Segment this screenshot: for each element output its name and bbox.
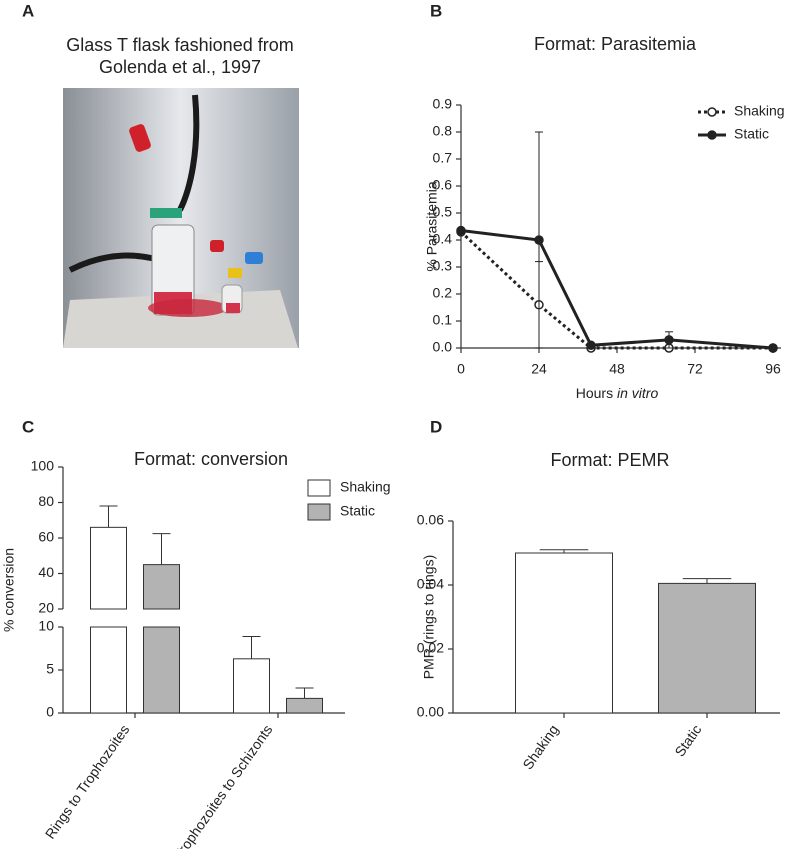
chart-title: Format: Parasitemia bbox=[534, 34, 697, 54]
y-tick-label: 0.7 bbox=[433, 150, 453, 166]
y-tick-label: 0.1 bbox=[433, 312, 453, 328]
photo-cap bbox=[245, 252, 263, 264]
legend-marker bbox=[707, 107, 717, 117]
y-tick-label: 0.6 bbox=[433, 177, 453, 193]
x-tick-label: 24 bbox=[531, 361, 547, 377]
y-tick-label: 80 bbox=[38, 493, 54, 509]
bar bbox=[233, 658, 270, 714]
x-tick-label: 96 bbox=[765, 361, 781, 377]
panel-label: A bbox=[22, 1, 34, 20]
x-tick-label: 48 bbox=[609, 361, 625, 377]
data-point bbox=[534, 235, 544, 245]
x-tick-label: 72 bbox=[687, 361, 703, 377]
y-tick-label: 0.9 bbox=[433, 96, 453, 112]
bar bbox=[143, 564, 180, 610]
series-line bbox=[460, 229, 774, 350]
y-axis-label: % Parasitemia bbox=[424, 181, 440, 271]
bar bbox=[143, 626, 180, 714]
x-axis-label-italic: in vitro bbox=[617, 385, 658, 401]
y-tick-label: 0.4 bbox=[433, 231, 453, 247]
legend-label: Static bbox=[340, 503, 375, 519]
x-tick-label: 0 bbox=[457, 361, 465, 377]
bar bbox=[286, 697, 323, 714]
x-axis-label-text: Hours bbox=[576, 385, 613, 401]
y-tick-label: 0.5 bbox=[433, 204, 453, 220]
y-tick-label: 0.02 bbox=[417, 640, 444, 656]
photo-medium bbox=[226, 303, 240, 313]
legend-label: Static bbox=[734, 126, 769, 142]
panel-label: C bbox=[22, 417, 34, 436]
y-tick-label: 40 bbox=[38, 564, 54, 580]
legend-swatch bbox=[307, 479, 331, 497]
bar bbox=[658, 582, 756, 714]
y-tick-label: 0.0 bbox=[433, 339, 453, 355]
y-axis-label: % conversion bbox=[1, 548, 17, 632]
data-point bbox=[664, 335, 674, 345]
y-tick-label: 0 bbox=[46, 704, 54, 720]
y-tick-label: 0.04 bbox=[417, 576, 444, 592]
photo-clamp bbox=[150, 208, 182, 218]
x-tick-label: Static bbox=[671, 722, 704, 760]
panel-label: B bbox=[430, 1, 442, 20]
panel-label: D bbox=[430, 417, 442, 436]
photo-cap bbox=[210, 240, 224, 252]
photo-tube bbox=[177, 94, 200, 212]
y-tick-label: 60 bbox=[38, 529, 54, 545]
series-line bbox=[459, 230, 773, 350]
photo-clamp bbox=[228, 268, 242, 278]
legend-label: Shaking bbox=[734, 103, 785, 119]
legend-swatch bbox=[307, 503, 331, 521]
y-axis-label: PMR (rings to rings) bbox=[421, 555, 437, 679]
x-tick-label: Shaking bbox=[519, 722, 561, 773]
photo-title: Glass T flask fashioned from bbox=[66, 35, 293, 55]
bar bbox=[90, 526, 127, 610]
photo-cap bbox=[129, 124, 151, 152]
legend-label: Shaking bbox=[340, 479, 391, 495]
photo bbox=[63, 88, 299, 348]
y-tick-label: 0.2 bbox=[433, 285, 453, 301]
chart-title: Format: conversion bbox=[134, 449, 288, 469]
y-tick-label: 0.06 bbox=[417, 512, 444, 528]
x-tick-label: Trophozoites to Schizonts bbox=[170, 722, 275, 849]
chart-title: Format: PEMR bbox=[550, 450, 669, 470]
y-tick-label: 10 bbox=[38, 618, 54, 634]
photo-title: Golenda et al., 1997 bbox=[99, 57, 261, 77]
photo-dish bbox=[148, 299, 228, 317]
y-tick-label: 0.8 bbox=[433, 123, 453, 139]
y-tick-label: 5 bbox=[46, 661, 54, 677]
legend-marker bbox=[707, 130, 717, 140]
data-point bbox=[768, 343, 778, 353]
x-tick-label: Rings to Trophozoites bbox=[42, 722, 133, 842]
data-point bbox=[586, 340, 596, 351]
x-axis-label: Hours in vitro bbox=[576, 385, 659, 401]
data-point bbox=[456, 225, 466, 236]
y-tick-label: 20 bbox=[38, 600, 54, 616]
y-tick-label: 100 bbox=[31, 458, 55, 474]
bar bbox=[90, 626, 127, 714]
y-tick-label: 0.3 bbox=[433, 258, 453, 274]
y-tick-label: 0.00 bbox=[417, 704, 444, 720]
bar bbox=[515, 552, 613, 714]
